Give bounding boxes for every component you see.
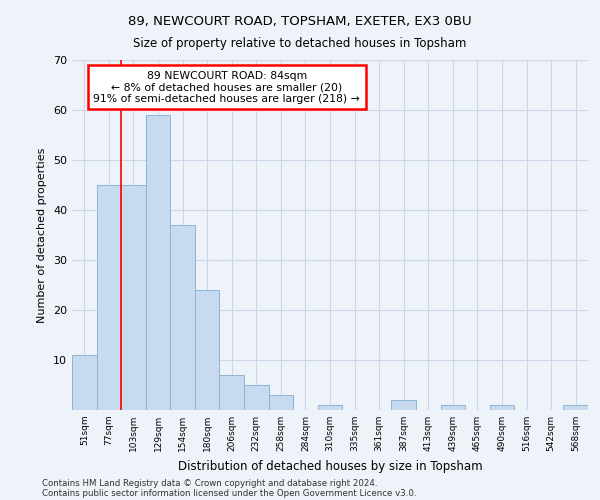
Bar: [490, 405, 514, 410]
Bar: [121, 185, 146, 410]
Bar: [146, 115, 170, 410]
Y-axis label: Number of detached properties: Number of detached properties: [37, 148, 47, 322]
Bar: [220, 375, 244, 410]
Bar: [269, 395, 293, 410]
Bar: [563, 405, 588, 410]
Text: 89, NEWCOURT ROAD, TOPSHAM, EXETER, EX3 0BU: 89, NEWCOURT ROAD, TOPSHAM, EXETER, EX3 …: [128, 15, 472, 28]
X-axis label: Distribution of detached houses by size in Topsham: Distribution of detached houses by size …: [178, 460, 482, 472]
Bar: [72, 355, 97, 410]
Text: Contains HM Land Registry data © Crown copyright and database right 2024.: Contains HM Land Registry data © Crown c…: [42, 478, 377, 488]
Text: Contains public sector information licensed under the Open Government Licence v3: Contains public sector information licen…: [42, 488, 416, 498]
Bar: [391, 400, 416, 410]
Bar: [195, 290, 220, 410]
Text: Size of property relative to detached houses in Topsham: Size of property relative to detached ho…: [133, 38, 467, 51]
Text: 89 NEWCOURT ROAD: 84sqm
← 8% of detached houses are smaller (20)
91% of semi-det: 89 NEWCOURT ROAD: 84sqm ← 8% of detached…: [94, 70, 360, 104]
Bar: [244, 385, 269, 410]
Bar: [318, 405, 342, 410]
Bar: [440, 405, 465, 410]
Bar: [170, 225, 195, 410]
Bar: [97, 185, 121, 410]
